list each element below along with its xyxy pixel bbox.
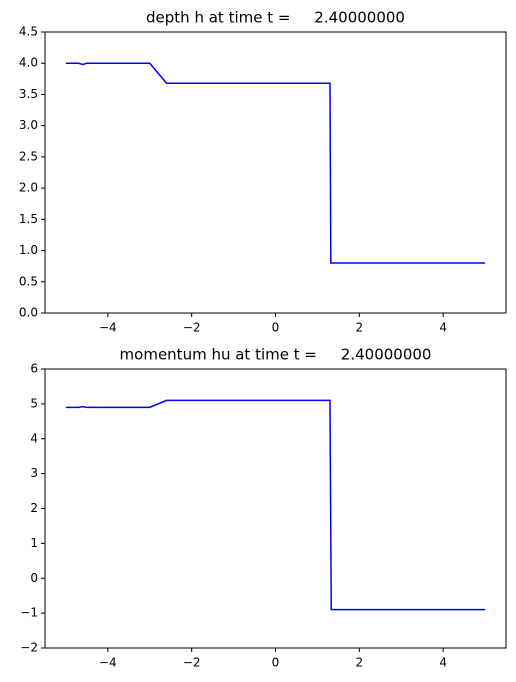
y-tick-label: 2.5 [19,149,38,163]
x-tick-label: 4 [439,656,447,670]
x-tick-label: −4 [99,321,117,335]
y-tick-label: 1.5 [19,212,38,226]
y-tick-label: 3.0 [19,118,38,132]
x-tick-label: −2 [183,656,201,670]
x-tick-label: 2 [355,321,363,335]
chart-title: depth h at time t = 2.40000000 [146,9,405,27]
y-tick-label: 3.5 [19,87,38,101]
x-tick-label: −4 [99,656,117,670]
y-tick-label: 1.0 [19,243,38,257]
y-tick-label: 0.0 [19,306,38,320]
y-tick-label: 2 [30,501,38,515]
y-tick-label: 1 [30,536,38,550]
y-tick-label: 4 [30,431,38,445]
axes-frame [44,31,507,314]
x-tick-label: 0 [272,321,280,335]
x-tick-label: 2 [355,656,363,670]
y-tick-label: −1 [20,606,38,620]
x-tick-label: 4 [439,321,447,335]
y-tick-label: 0.5 [19,274,38,288]
y-tick-label: 4.5 [19,25,38,39]
x-tick-label: −2 [183,321,201,335]
y-tick-label: 6 [30,362,38,376]
y-tick-label: 2.0 [19,181,38,195]
y-tick-label: 3 [30,466,38,480]
data-line [65,62,486,264]
data-line [65,399,486,611]
x-tick-label: 0 [272,656,280,670]
axes-frame [44,368,507,649]
y-tick-label: −2 [20,641,38,655]
chart-title: momentum hu at time t = 2.40000000 [120,346,432,364]
y-tick-label: 4.0 [19,56,38,70]
y-tick-label: 5 [30,396,38,410]
y-tick-label: 0 [30,571,38,585]
